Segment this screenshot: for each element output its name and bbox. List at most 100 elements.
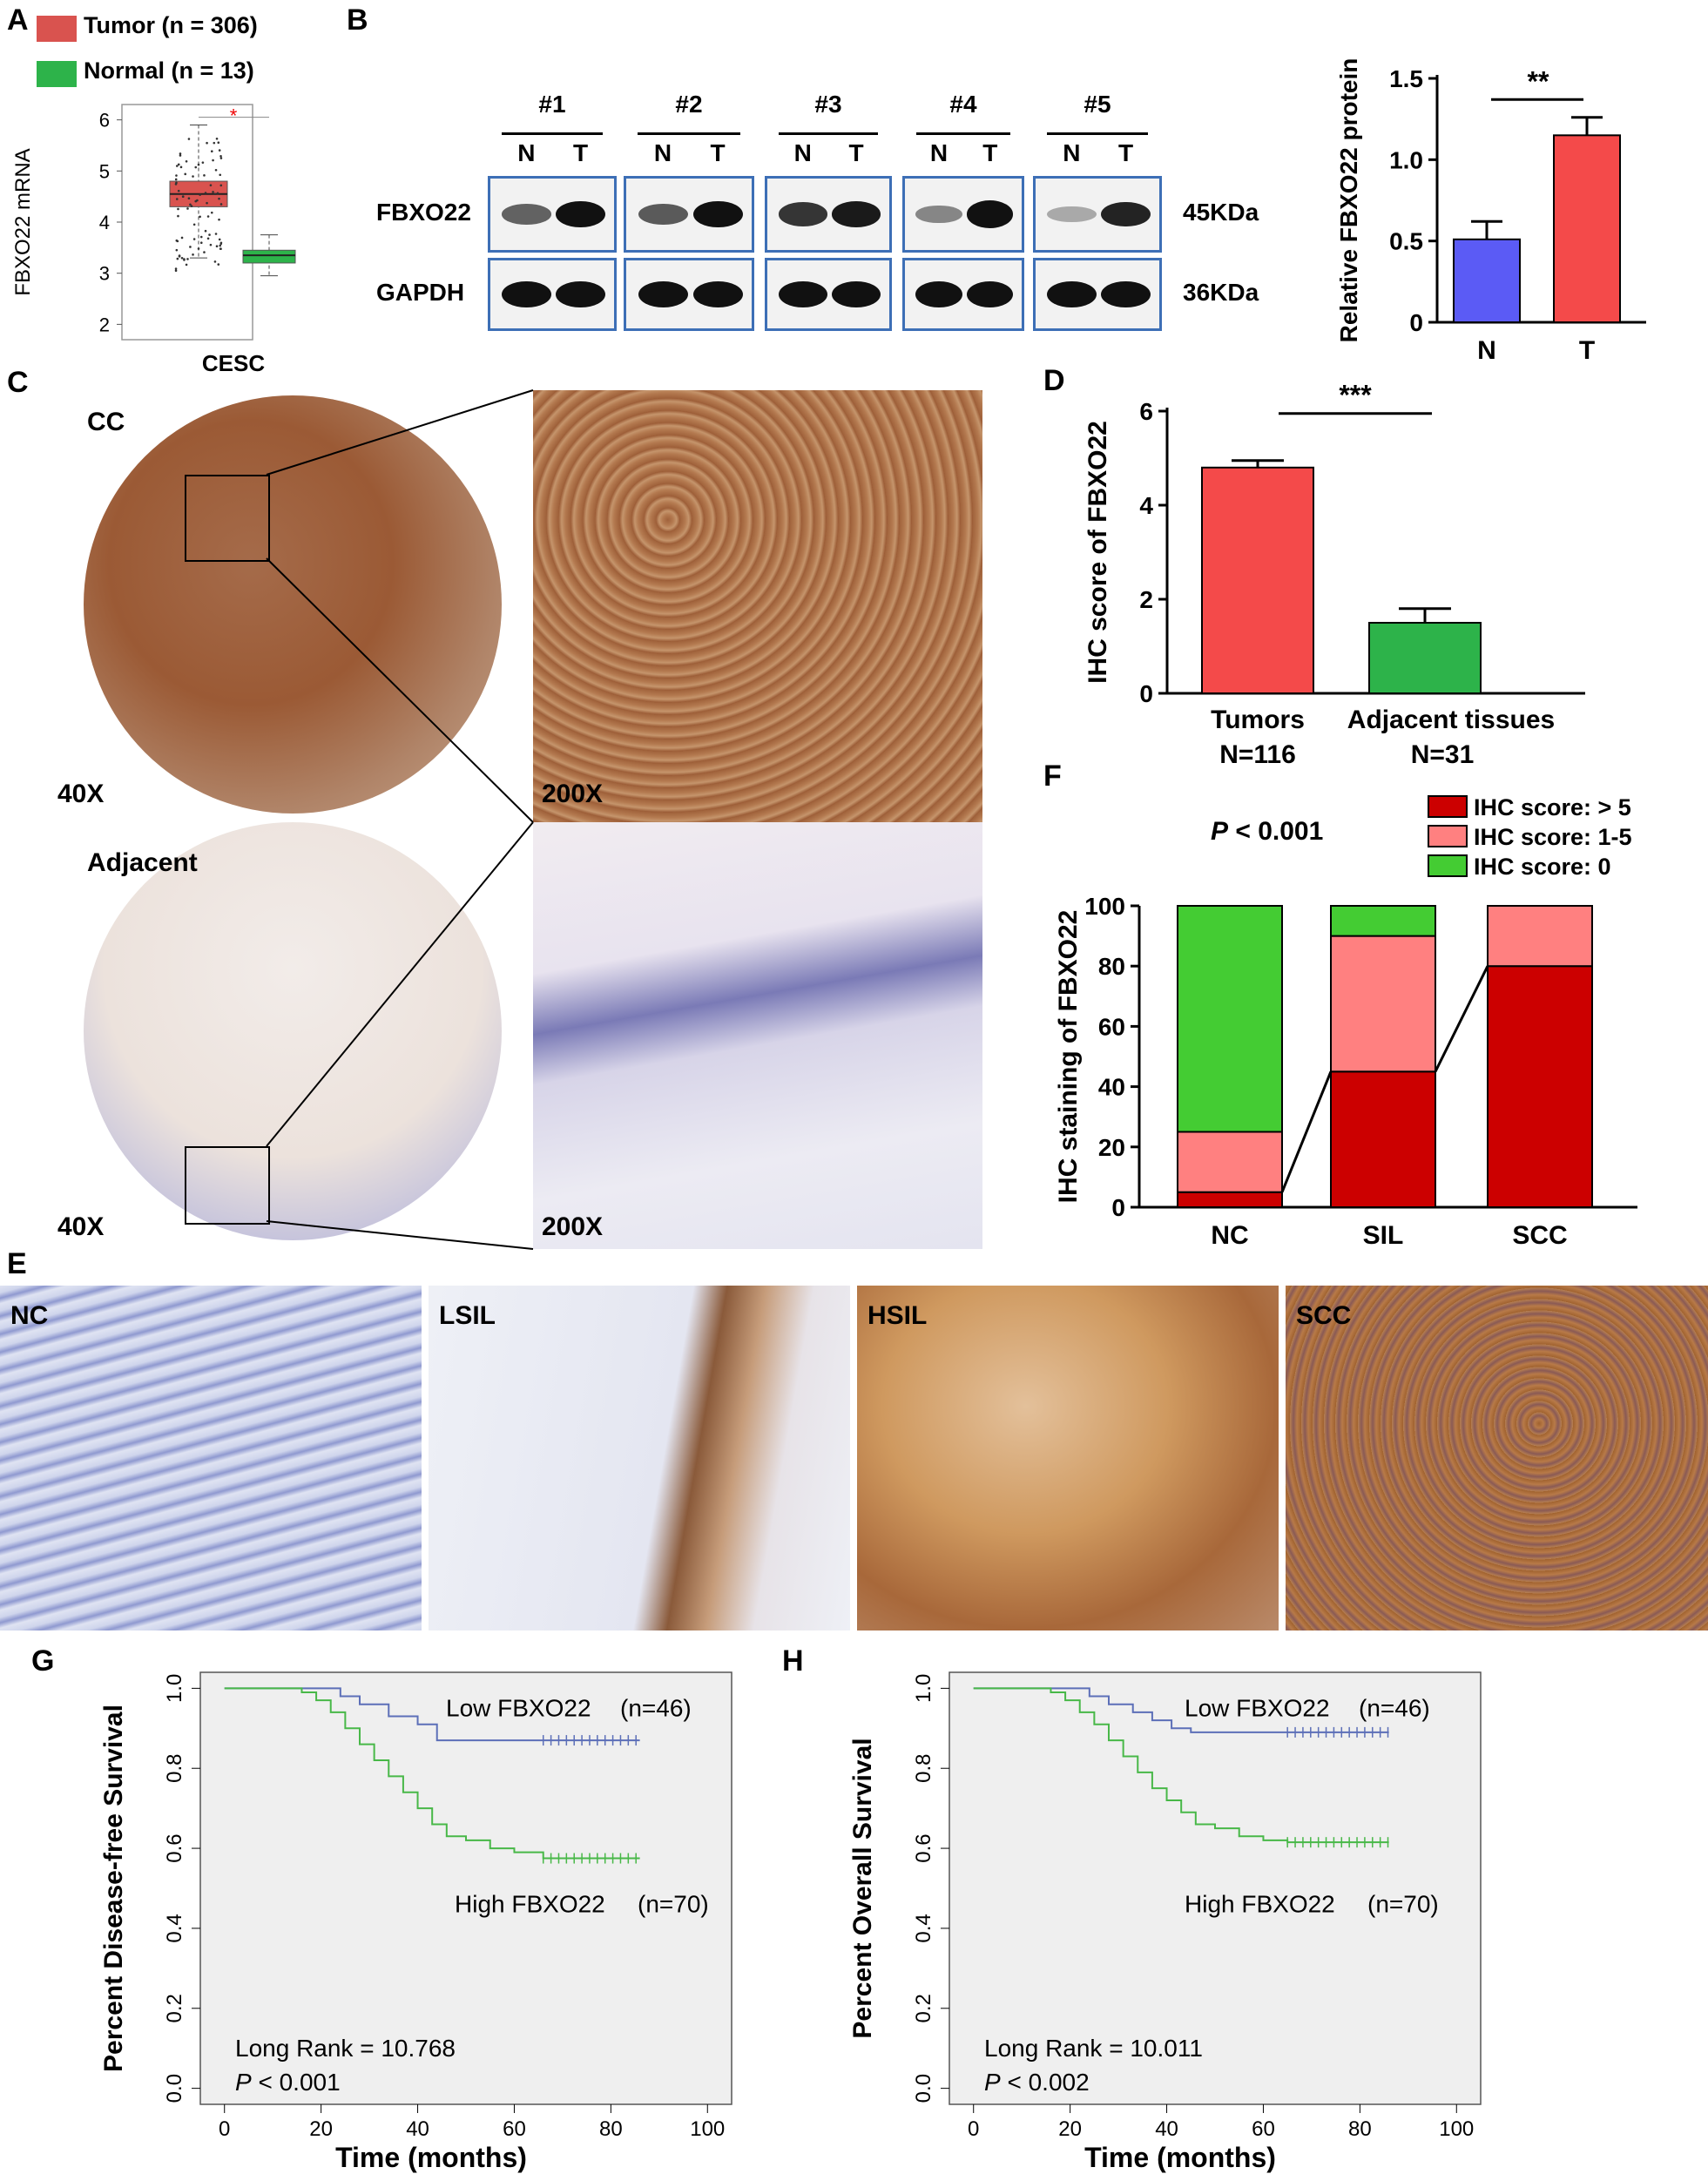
x-category-label: SCC (1512, 1221, 1567, 1250)
lane-label: T (572, 139, 589, 166)
y-axis-label: IHC staining of FBXO22 (1054, 910, 1083, 1204)
series-label-high: High FBXO22 (1185, 1891, 1335, 1918)
panel-label-h: H (782, 1644, 804, 1678)
survival-curve (224, 1687, 640, 1742)
x-tick-label: 40 (406, 2117, 429, 2141)
stacked-bar-segment (1330, 935, 1436, 1073)
data-point (177, 207, 179, 211)
x-category-label: NC (1211, 1221, 1248, 1250)
data-point (214, 233, 218, 235)
panel-label-c: C (7, 366, 29, 399)
data-point (214, 168, 218, 172)
sample-label: #1 (538, 91, 566, 118)
data-point (218, 238, 221, 241)
series-n-low: (n=46) (620, 1695, 692, 1722)
data-point (192, 253, 194, 256)
y-axis-label: Relative FBXO22 protein (1335, 58, 1362, 343)
lane-label: T (848, 139, 864, 166)
data-point (177, 189, 180, 192)
y-tick-label: 0.8 (912, 1754, 935, 1783)
sample-label: #4 (949, 91, 977, 118)
lane-label: T (1117, 139, 1134, 166)
sig-mark: *** (1339, 380, 1372, 411)
sample-underline (916, 132, 1010, 135)
x-category-label: T (1579, 336, 1595, 365)
y-tick-label: 80 (1098, 953, 1125, 980)
label-hsil: HSIL (868, 1301, 928, 1330)
data-point (186, 258, 189, 260)
protein-band (638, 281, 688, 307)
cc-label: CC (87, 408, 125, 436)
sig-mark: ** (1528, 65, 1549, 97)
legend-swatch (1428, 854, 1468, 877)
survival-curve (973, 1687, 1389, 1733)
data-point (180, 256, 184, 260)
data-point (176, 240, 179, 243)
mw-label: 45KDa (1183, 199, 1259, 226)
data-point (206, 201, 208, 205)
x-category-label: Adjacent tissues (1347, 706, 1555, 734)
lane-label: T (710, 139, 726, 166)
data-point (219, 184, 223, 187)
data-point (183, 258, 186, 260)
p-value-symbol: P (1211, 817, 1229, 846)
data-point (206, 141, 208, 145)
mag-adjacent-200x: 200X (542, 1212, 604, 1241)
label-scc: SCC (1296, 1301, 1352, 1330)
micrograph-cc-200x (533, 390, 982, 822)
y-tick-label: 0.5 (1389, 228, 1423, 255)
legend-normal-swatch (37, 61, 77, 87)
y-tick-label: 1.0 (912, 1674, 935, 1703)
chart-f-stacked-bar: IHC score: > 5 IHC score: 1-5 IHC score: 0… (1054, 794, 1637, 1250)
data-point (212, 159, 214, 162)
data-point (192, 223, 196, 226)
lane-label: N (793, 139, 812, 166)
lane-label: N (1063, 139, 1081, 166)
protein-band (1101, 281, 1151, 307)
stacked-bar-segment (1330, 905, 1436, 937)
y-tick-label: 2 (1139, 586, 1153, 613)
stacked-bar-segment (1177, 1131, 1283, 1193)
y-tick-label: 0.4 (912, 1914, 935, 1942)
data-point (216, 192, 219, 195)
inset-box-adjacent (185, 1146, 270, 1225)
x-tick-label: 40 (1155, 2117, 1178, 2141)
data-point (180, 236, 184, 240)
data-point (174, 178, 178, 181)
data-point (209, 243, 213, 246)
x-axis-label: Time (months) (335, 2142, 527, 2173)
long-rank-annotation: Long Rank = 10.011 (984, 2035, 1203, 2062)
data-point (181, 195, 185, 198)
x-category-sublabel: N=31 (1411, 740, 1475, 769)
data-point (192, 238, 196, 240)
legend-label: IHC score: > 5 (1474, 794, 1631, 820)
y-tick-label: 0.4 (163, 1914, 186, 1942)
data-point (187, 197, 191, 200)
data-point (204, 192, 207, 194)
panel-label-e: E (7, 1247, 27, 1280)
data-point (199, 193, 201, 196)
data-point (178, 254, 181, 257)
p-value-symbol: P (984, 2069, 1001, 2096)
data-point (219, 242, 223, 246)
y-tick-label: 6 (99, 110, 110, 132)
p-value-threshold: < 0.002 (1001, 2069, 1090, 2096)
x-tick-label: 80 (599, 2117, 623, 2141)
data-point (175, 165, 179, 167)
x-tick-label: 0 (219, 2117, 230, 2141)
y-axis-label: Percent Overall Survival (848, 1738, 877, 2038)
data-point (186, 207, 189, 210)
y-tick-label: 0.6 (912, 1833, 935, 1862)
lane-label: N (517, 139, 536, 166)
stacked-bar-segment (1487, 965, 1593, 1208)
label-lsil: LSIL (439, 1301, 496, 1330)
protein-band (967, 200, 1014, 228)
y-tick-label: 0 (1111, 1194, 1125, 1221)
micrograph-hsil (857, 1286, 1279, 1630)
data-point (219, 173, 222, 177)
data-point (185, 263, 188, 267)
protein-band (779, 281, 827, 307)
y-tick-label: 0 (1409, 309, 1423, 336)
protein-band (502, 281, 551, 307)
y-tick-label: 100 (1084, 893, 1125, 920)
